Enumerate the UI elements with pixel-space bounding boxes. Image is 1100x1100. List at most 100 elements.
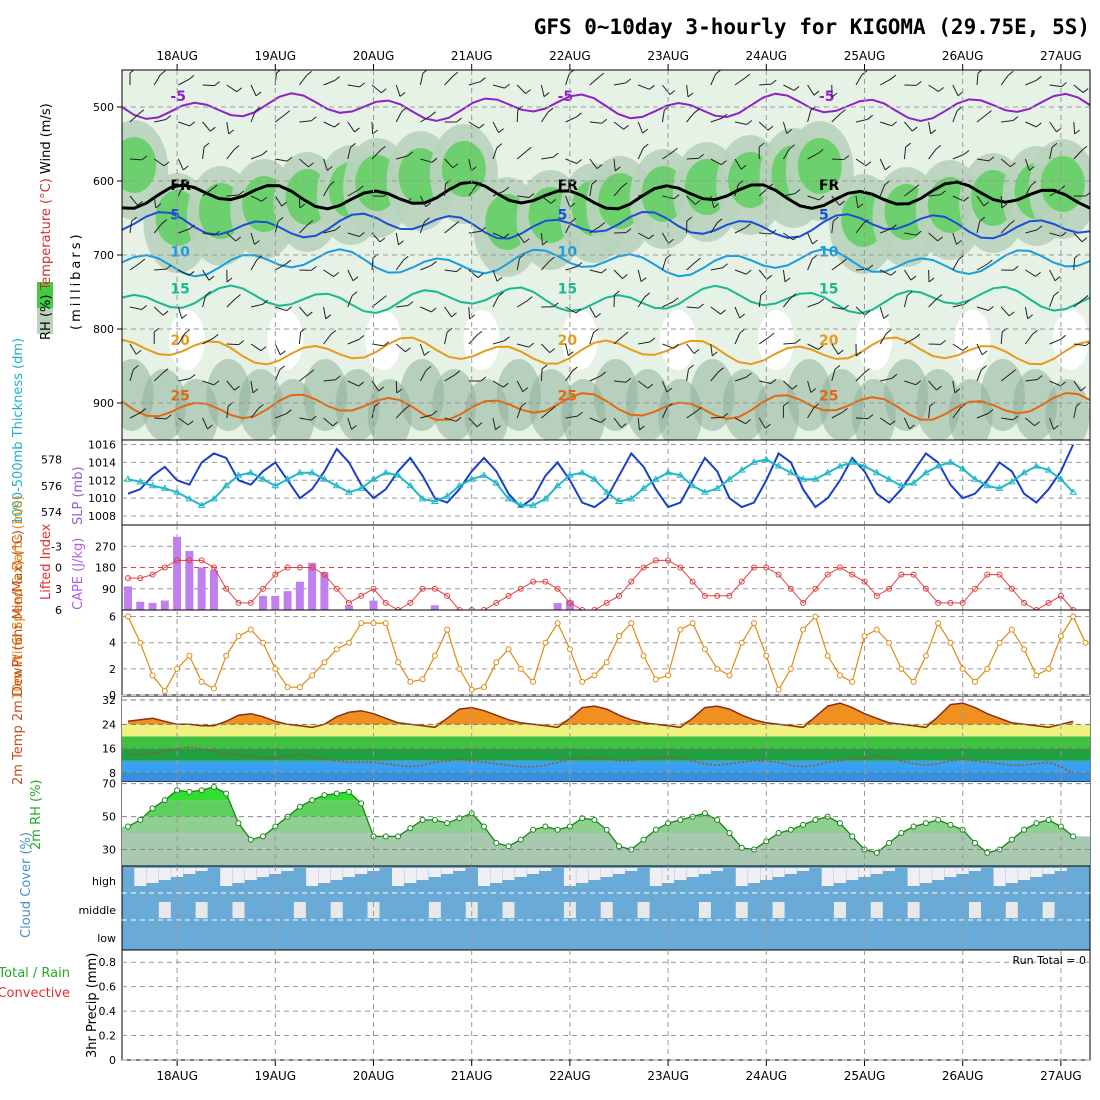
wind-barb-flag <box>189 224 195 230</box>
wind-barb <box>129 306 142 310</box>
thickness-point <box>750 458 758 465</box>
wind-barb <box>1000 195 1003 209</box>
isotherm-label: 20 <box>558 333 578 349</box>
isotherm-label: 20 <box>819 333 839 349</box>
wind-barb-flag <box>890 74 897 80</box>
wind-barb <box>1049 121 1057 133</box>
wind-barb-flag <box>358 232 365 237</box>
wind-barb <box>226 149 235 160</box>
wind-barb-flag <box>575 308 582 314</box>
wind-barb-flag <box>262 299 269 305</box>
wind-barb <box>976 343 983 356</box>
wind-barb <box>976 158 989 162</box>
li-point <box>996 571 1003 578</box>
wind-barb <box>468 230 481 234</box>
wind-barb-flag <box>601 268 607 274</box>
wind10m-point <box>591 672 598 679</box>
wind-barb-flag <box>141 305 148 310</box>
li-point <box>873 592 880 599</box>
li-tick-label: 6 <box>55 604 62 617</box>
wind-barb <box>880 228 892 234</box>
wind-barb-flag <box>255 91 262 97</box>
wind-barb <box>468 306 471 320</box>
wind-barb-flag <box>987 409 994 414</box>
thickness-point <box>786 468 795 476</box>
top-date-label: 25AUG <box>844 49 886 63</box>
wind-barb <box>154 417 167 420</box>
rh2m-point <box>1070 833 1077 840</box>
wind-barb-flag <box>940 340 946 345</box>
thickness-point <box>480 471 488 478</box>
thickness-point <box>516 501 525 508</box>
thickness-point <box>688 481 697 489</box>
rh2m-point <box>616 843 622 850</box>
wind-barb <box>468 185 477 197</box>
wind-barb <box>202 417 208 430</box>
wind-barb-flag <box>1036 225 1043 231</box>
wind-barb-flag <box>770 229 777 235</box>
thickness-point <box>737 466 746 473</box>
thickness-point <box>148 481 157 489</box>
wind-barb <box>928 232 938 242</box>
wind-barb <box>1073 299 1084 308</box>
wind-barb <box>758 295 762 308</box>
wind-barb <box>492 380 504 388</box>
wind-barb-flag <box>1030 181 1037 186</box>
wind-barb-flag <box>622 274 628 279</box>
li-point <box>517 585 524 592</box>
cloud-high-bar <box>968 868 981 871</box>
wind-barb-flag <box>1060 231 1067 237</box>
wind10m-point <box>125 613 131 620</box>
wind-barb-flag <box>276 70 282 74</box>
wind10m-tick-label: 6 <box>109 611 116 624</box>
wind-barb-flag <box>936 385 942 391</box>
cloud-mid-bar <box>907 902 920 918</box>
li-point <box>935 599 942 606</box>
wind-barb <box>638 191 650 197</box>
rh2m-point <box>345 788 352 795</box>
wind-barb <box>299 75 308 86</box>
rh-contour-dry <box>856 310 893 370</box>
thickness-point <box>860 462 869 469</box>
li-point <box>812 585 819 592</box>
wind10m-point <box>652 676 659 683</box>
wind-barb <box>831 262 842 271</box>
cloud-mid-bar <box>637 902 650 918</box>
wind-barb-flag <box>334 225 341 231</box>
cloud-mid-bar <box>367 902 380 918</box>
wind-barb-flag <box>621 182 628 188</box>
wind-barb-flag <box>956 240 962 245</box>
rh2m-panel: 30 50 70 2m RH (%) <box>29 778 1091 867</box>
upper-air-grid <box>122 70 1090 440</box>
wind-barb-flag <box>205 291 212 296</box>
wind-barb-flag <box>784 277 791 283</box>
wind-barb-flag <box>1061 82 1067 88</box>
wind-barb-flag <box>867 114 874 120</box>
wind-barb <box>807 302 820 308</box>
wind-barb-flag <box>792 235 799 241</box>
wind10m-point <box>210 685 217 692</box>
wind-barb-flag <box>307 220 314 225</box>
wind-barb-flag <box>695 257 701 263</box>
wind-barb-flag <box>905 142 911 148</box>
thickness-point <box>897 481 906 489</box>
wind10m-point <box>824 652 831 659</box>
wind-barb-flag <box>281 201 288 207</box>
rh2m-point <box>812 816 819 823</box>
li-point <box>763 564 770 571</box>
li-point <box>849 571 856 578</box>
wind-barb <box>129 221 133 234</box>
wind10m-point <box>1070 613 1077 620</box>
wind-barb <box>759 232 772 235</box>
wind-barb <box>299 417 312 421</box>
bottom-date-label: 20AUG <box>353 1069 395 1083</box>
wind-barb-flag <box>884 165 891 171</box>
wind-barb-flag <box>261 196 268 202</box>
cape-bar <box>369 600 378 610</box>
wind-barb <box>976 413 989 419</box>
cloud-high-bar <box>1030 868 1043 877</box>
wind-barb-flag <box>758 142 765 148</box>
wind-barb-flag <box>794 189 801 194</box>
pressure-tick-label: 600 <box>93 175 114 188</box>
cape-ticks: 90 180 270 -3 0 3 6 <box>51 540 116 617</box>
